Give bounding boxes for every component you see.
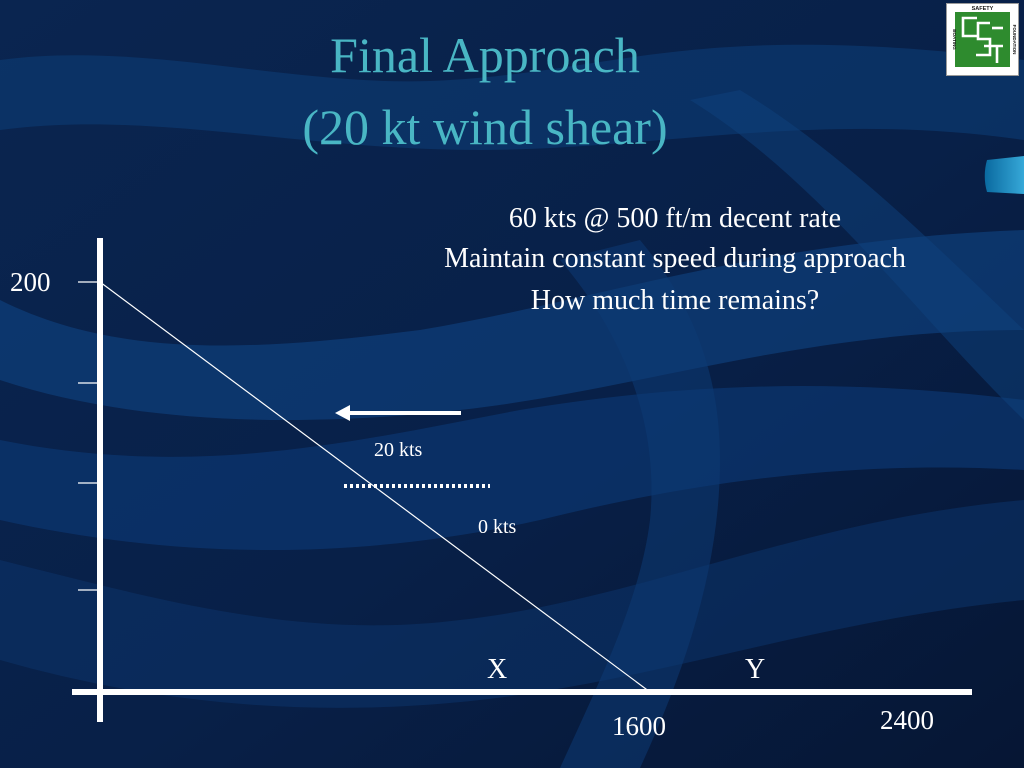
info-line-instruction: Maintain constant speed during approach — [444, 243, 906, 274]
wind-speed-label: 20 kts — [374, 439, 423, 461]
boating-safety-foundation-logo-icon: SAFETY BOATING FOUNDATION — [946, 3, 1019, 76]
info-line-speed: 60 kts @ 500 ft/m decent rate — [508, 203, 842, 234]
info-line-question: How much time remains? — [530, 285, 820, 316]
x-tick-label-1600: 1600 — [612, 711, 666, 741]
slide-title-line-2: (20 kt wind shear) — [302, 99, 668, 155]
marker-x-label: X — [487, 654, 508, 685]
logo-right-text: FOUNDATION — [1012, 25, 1017, 55]
logo-top-text: SAFETY — [972, 6, 994, 12]
side-tab-decoration — [984, 156, 1024, 194]
logo-left-text: BOATING — [952, 29, 957, 50]
calm-speed-label: 0 kts — [478, 516, 517, 538]
marker-y-label: Y — [745, 654, 766, 685]
y-tick-label-200: 200 — [10, 267, 51, 297]
slide-title-line-1: Final Approach — [330, 27, 640, 83]
x-tick-label-2400: 2400 — [880, 705, 934, 735]
left-arrow-icon — [335, 405, 461, 421]
